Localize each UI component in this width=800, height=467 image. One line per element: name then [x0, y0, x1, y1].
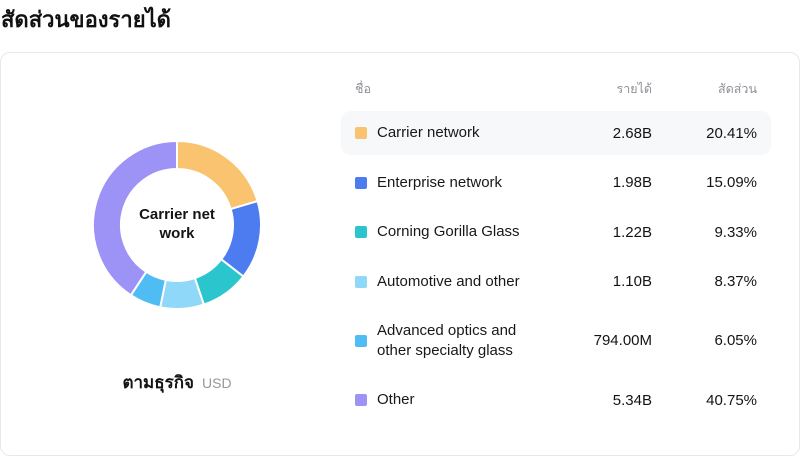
donut-segment-other[interactable] [92, 139, 178, 297]
donut-segment-automotive-and-other[interactable] [159, 276, 205, 310]
table-row[interactable]: Carrier network 2.68B 20.41% [341, 110, 771, 156]
color-swatch [355, 394, 367, 407]
table-row[interactable]: Corning Gorilla Glass 1.22B 9.33% [341, 210, 771, 255]
row-name: Enterprise network [377, 173, 503, 191]
row-name: Other [377, 391, 415, 409]
row-share: 8.37% [714, 273, 757, 291]
donut-svg [92, 139, 262, 310]
color-swatch [355, 226, 367, 239]
revenue-breakdown-card: Carrier net work ตามธุรกิจ USD ชื่อ รายไ… [0, 51, 800, 456]
row-share: 40.75% [706, 391, 757, 409]
color-swatch [355, 176, 367, 189]
row-revenue: 1.98B [612, 174, 652, 192]
row-share: 6.05% [714, 332, 757, 350]
name-cell: Advanced optics and other specialty glas… [355, 321, 542, 360]
row-revenue: 5.34B [612, 391, 652, 409]
name-cell: Carrier network [355, 123, 542, 143]
header-name: ชื่อ [355, 81, 371, 96]
row-name: Corning Gorilla Glass [377, 223, 520, 241]
legend-table-header: ชื่อ รายได้ สัดส่วน [341, 79, 771, 99]
row-name: Automotive and other [377, 272, 520, 290]
name-cell: Corning Gorilla Glass [355, 222, 542, 242]
header-share: สัดส่วน [718, 81, 757, 96]
color-swatch [355, 275, 367, 288]
row-share: 9.33% [714, 223, 757, 241]
name-cell: Enterprise network [355, 173, 542, 193]
color-swatch [355, 334, 367, 347]
row-revenue: 1.10B [612, 273, 652, 291]
row-revenue: 1.22B [612, 223, 652, 241]
table-row[interactable]: Enterprise network 1.98B 15.09% [341, 160, 771, 205]
row-revenue: 794.00M [593, 332, 652, 350]
header-revenue: รายได้ [616, 81, 652, 96]
legend-table: ชื่อ รายได้ สัดส่วน Carrier network 2.68B… [341, 53, 799, 455]
chart-footer: ตามธุรกิจ USD [122, 369, 231, 396]
table-row[interactable]: Automotive and other 1.10B 8.37% [341, 259, 771, 304]
name-cell: Other [355, 390, 542, 410]
table-row[interactable]: Advanced optics and other specialty glas… [341, 309, 771, 373]
row-revenue: 2.68B [612, 124, 652, 142]
name-cell: Automotive and other [355, 272, 542, 292]
chart-footer-label: ตามธุรกิจ [122, 372, 194, 392]
legend-table-body: Carrier network 2.68B 20.41% Enterprise net… [341, 110, 771, 423]
donut-chart: Carrier net work [91, 139, 263, 311]
row-name: Carrier network [377, 124, 480, 142]
page-title: สัดส่วนของรายได้ [1, 7, 171, 32]
chart-pane: Carrier net work ตามธุรกิจ USD [1, 53, 341, 455]
row-name: Advanced optics and other specialty glas… [377, 322, 517, 359]
chart-footer-unit: USD [202, 374, 232, 391]
row-share: 15.09% [706, 174, 757, 192]
color-swatch [355, 127, 367, 140]
table-row[interactable]: Other 5.34B 40.75% [341, 378, 771, 423]
row-share: 20.41% [706, 124, 757, 142]
donut-segment-carrier-network[interactable] [176, 139, 259, 210]
